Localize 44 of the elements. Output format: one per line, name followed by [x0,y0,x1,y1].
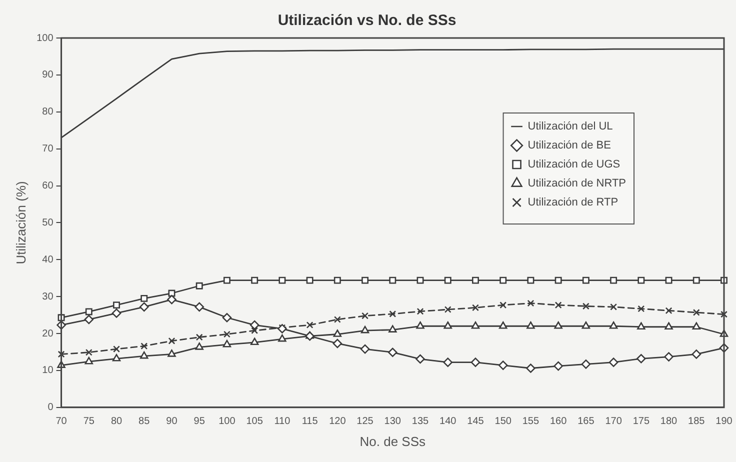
y-tick-label: 10 [42,365,54,376]
x-tick-label: 135 [412,416,430,428]
x-tick-label: 150 [494,416,512,428]
x-tick-label: 170 [605,416,622,428]
x-axis-title: No. de SSs [360,434,426,449]
x-tick-label: 130 [384,416,402,428]
y-tick-label: 80 [42,106,54,118]
x-tick-label: 105 [246,416,264,428]
x-tick-label: 120 [329,416,346,428]
y-tick-label: 70 [42,144,54,155]
y-tick-label: 50 [42,217,54,228]
x-tick-label: 175 [632,416,650,428]
x-tick-label: 190 [716,416,733,428]
y-tick-label: 30 [42,291,54,302]
x-tick-label: 90 [166,416,178,428]
x-tick-label: 140 [440,416,457,428]
y-tick-label: 40 [42,254,54,266]
y-tick-label: 20 [42,328,54,340]
y-axis-title: Utilización (%) [13,181,28,264]
legend-label: Utilización de UGS [528,158,620,171]
x-tick-label: 145 [467,416,484,428]
x-tick-label: 185 [688,416,706,428]
y-tick-label: 90 [42,70,54,81]
y-tick-label: 60 [42,180,54,192]
x-tick-label: 95 [194,416,206,428]
x-tick-label: 75 [83,416,95,428]
x-tick-label: 80 [110,416,123,428]
x-tick-label: 85 [138,416,150,428]
legend-label: Utilización de BE [528,140,611,152]
x-tick-label: 115 [302,416,318,428]
x-tick-label: 160 [550,416,568,428]
y-tick-label: 0 [48,402,54,414]
x-tick-label: 110 [274,416,291,428]
x-tick-label: 100 [218,416,236,428]
legend-label: Utilización del UL [528,120,613,133]
legend-label: Utilización de NRTP [528,178,626,190]
x-tick-label: 125 [356,416,374,428]
chart-title: Utilización vs No. de SSs [278,12,456,30]
x-tick-label: 165 [578,416,595,428]
y-tick-label: 100 [36,32,54,44]
x-tick-label: 70 [56,416,68,428]
legend-label: Utilización de RTP [528,196,618,209]
x-tick-label: 155 [522,416,540,428]
x-tick-label: 180 [660,416,678,428]
